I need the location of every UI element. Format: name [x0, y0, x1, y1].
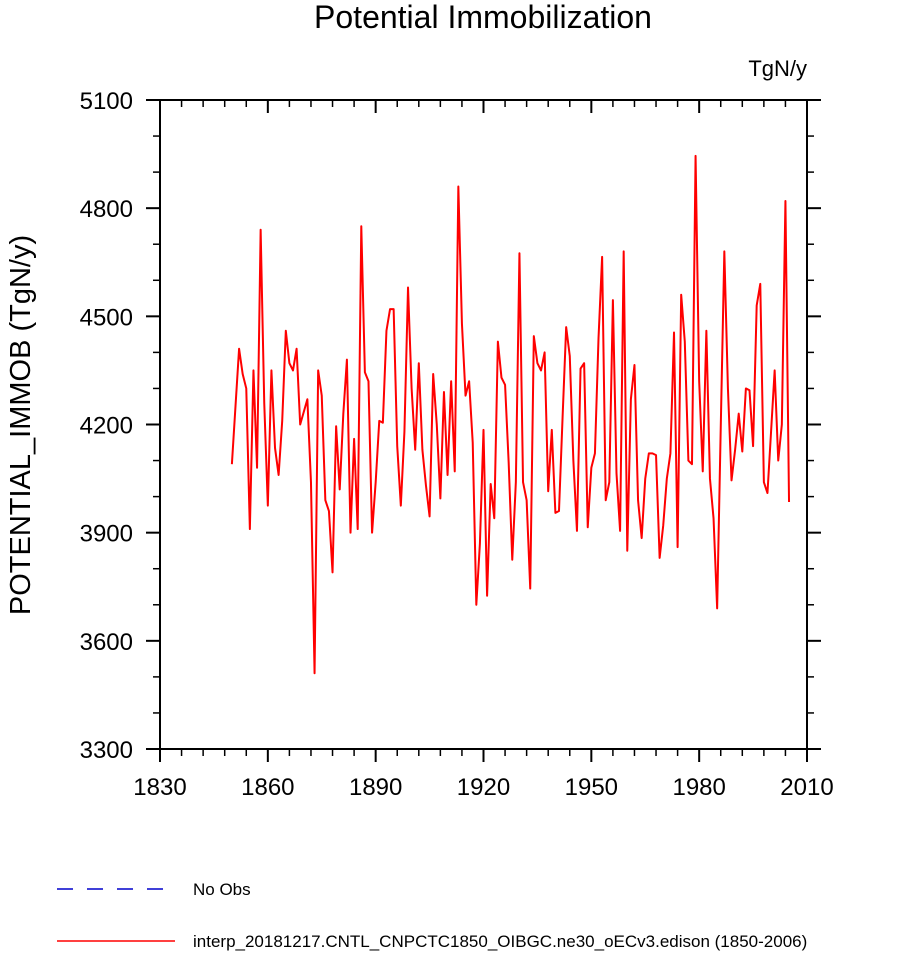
x-tick-label: 2010: [780, 774, 833, 801]
y-tick-label: 3900: [80, 521, 133, 548]
y-tick-labels: 3300 3600 3900 4200 4500 4800 5100: [80, 88, 133, 764]
legend-label-model: interp_20181217.CNTL_CNPCTC1850_OIBGC.ne…: [193, 932, 807, 951]
y-tick-label: 4800: [80, 196, 133, 223]
x-tick-labels: 1830 1860 1890 1920 1950 1980 2010: [133, 774, 833, 801]
legend-label-no-obs: No Obs: [193, 880, 251, 899]
x-tick-label: 1860: [241, 774, 294, 801]
y-axis-label: POTENTIAL_IMMOB (TgN/y): [5, 235, 37, 615]
x-tick-label: 1920: [457, 774, 510, 801]
y-tick-label: 3300: [80, 737, 133, 764]
y-tick-label: 5100: [80, 88, 133, 115]
legend: No Obs interp_20181217.CNTL_CNPCTC1850_O…: [57, 880, 807, 951]
y-tick-label: 4500: [80, 304, 133, 331]
x-tick-label: 1890: [349, 774, 402, 801]
x-tick-label: 1830: [133, 774, 186, 801]
axis-ticks: [146, 99, 821, 762]
x-tick-label: 1980: [672, 774, 725, 801]
y-tick-label: 3600: [80, 629, 133, 656]
x-tick-label: 1950: [565, 774, 618, 801]
data-series-line: [230, 154, 791, 675]
y-tick-label: 4200: [80, 413, 133, 440]
units-label: TgN/y: [748, 56, 807, 81]
chart-title: Potential Immobilization: [314, 0, 652, 35]
